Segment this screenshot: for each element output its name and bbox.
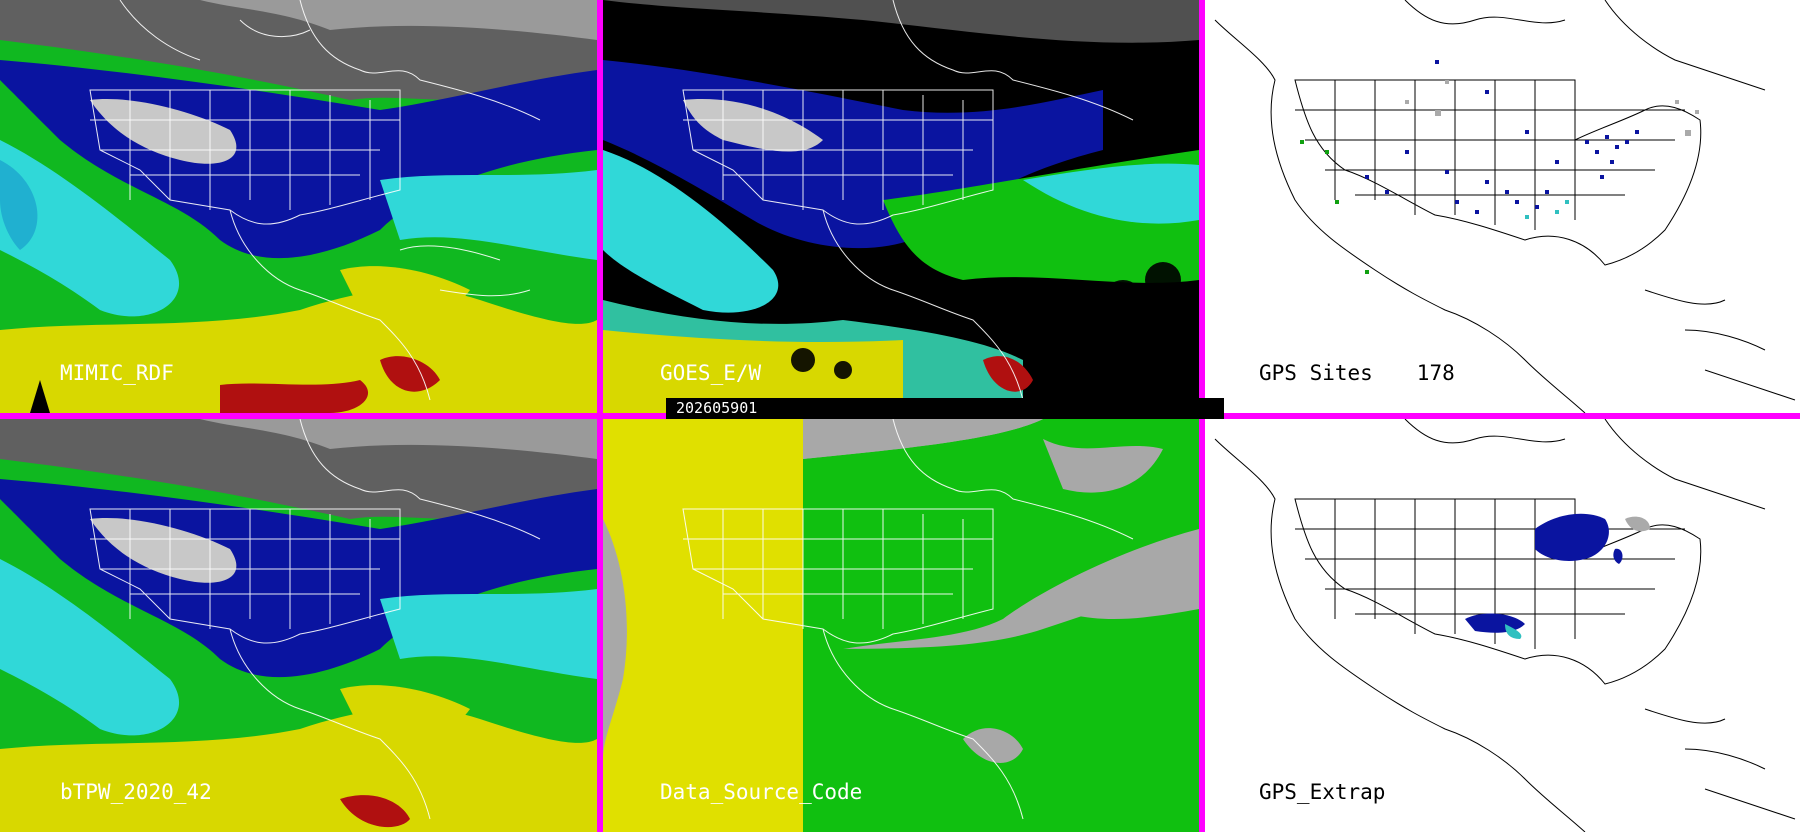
panel-title: GPS_Extrap xyxy=(1259,780,1386,804)
panel-title: bTPW_2020_42 xyxy=(60,780,212,804)
gps-sites-label: GPS Sites xyxy=(1259,361,1373,385)
map-panel-gps-sites: GPS Sites 178 xyxy=(1205,0,1800,413)
panel-title: GOES_E/W xyxy=(660,361,762,385)
tpw-map-image xyxy=(0,419,597,832)
gps-site-markers xyxy=(1300,60,1699,274)
map-panel-mimic-rdf: MIMIC_RDF xyxy=(0,0,597,413)
map-panel-data-source-code: Data_Source_Code xyxy=(603,419,1199,832)
panel-title: GPS Sites 178 xyxy=(1259,361,1455,385)
panel-title: Data_Source_Code xyxy=(660,780,863,804)
panel-title: MIMIC_RDF xyxy=(60,361,174,385)
timestamp-bar: 202605901 xyxy=(666,398,1224,419)
goes-map-image xyxy=(603,0,1199,413)
extrap-area-great-lakes xyxy=(1535,513,1609,561)
map-panel-gps-extrap: GPS_Extrap xyxy=(1205,419,1800,832)
gps-sites-map-image xyxy=(1205,0,1800,413)
gps-extrap-map-image xyxy=(1205,419,1800,832)
map-panel-btpw: bTPW_2020_42 xyxy=(0,419,597,832)
map-panel-goes-ew: GOES_E/W xyxy=(603,0,1199,413)
tpw-map-image xyxy=(0,0,597,413)
gps-site-count: 178 xyxy=(1416,361,1455,385)
data-source-map-image xyxy=(603,419,1199,832)
